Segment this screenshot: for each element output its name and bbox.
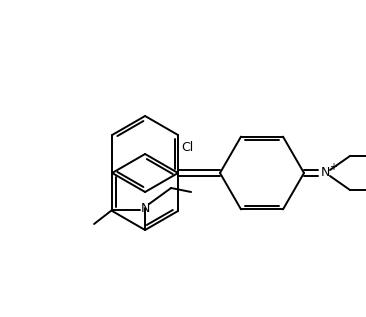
Text: N: N [321,166,330,179]
Text: N: N [141,202,150,215]
Text: +: + [329,162,337,172]
Text: Cl: Cl [181,141,193,154]
